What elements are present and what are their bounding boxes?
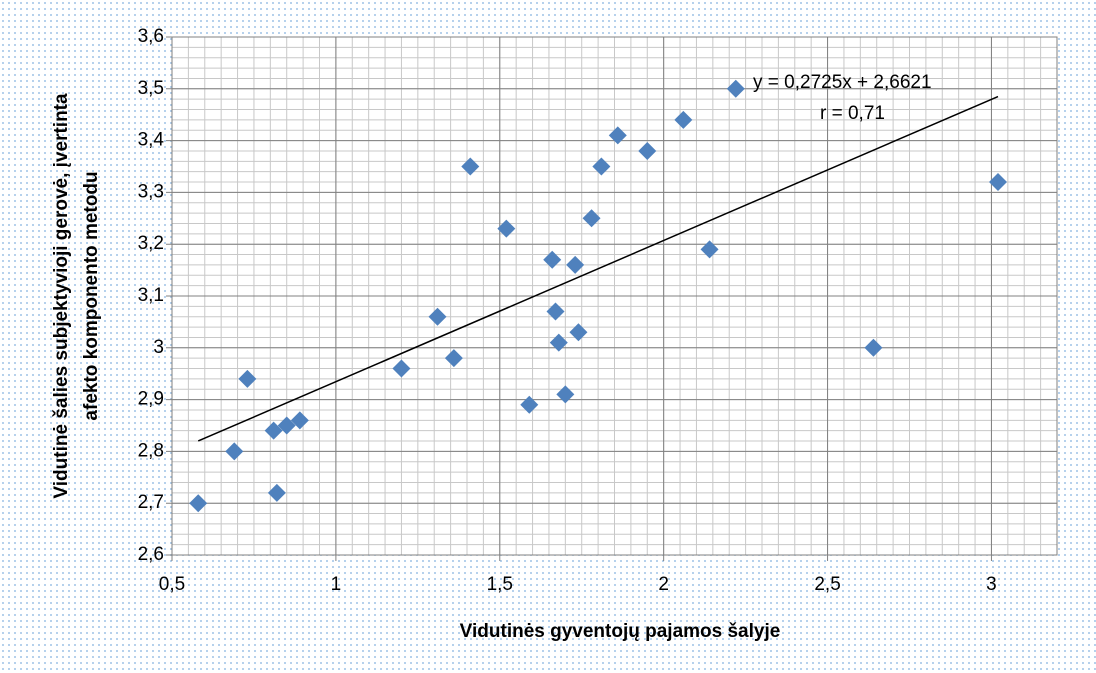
point	[461, 157, 480, 176]
point	[392, 359, 411, 378]
point	[569, 323, 588, 342]
point	[497, 219, 516, 238]
point	[549, 333, 568, 352]
plot-border	[171, 36, 1058, 556]
point	[267, 483, 286, 502]
r-value: r = 0,71	[820, 103, 885, 124]
point	[864, 338, 883, 357]
x-tick-label: 2,5	[814, 574, 840, 595]
y-axis-title: afekto komponento metodu	[81, 171, 102, 420]
point	[556, 385, 575, 404]
x-tick-label: 3	[986, 574, 997, 595]
point	[290, 411, 309, 430]
trendline	[197, 95, 999, 442]
equation: y = 0,2725x + 2,6621	[753, 72, 932, 93]
y-tick-label: 3,3	[138, 181, 164, 202]
point	[428, 307, 447, 326]
point	[582, 209, 601, 228]
point	[546, 302, 565, 321]
y-tick-label: 2,7	[138, 492, 164, 513]
y-tick-label: 3,5	[138, 78, 164, 99]
x-tick-label: 1,5	[487, 574, 513, 595]
point	[264, 421, 283, 440]
x-tick-label: 2	[658, 574, 669, 595]
point	[444, 349, 463, 368]
point	[566, 255, 585, 274]
x-tick-label: 1	[331, 574, 342, 595]
point	[608, 126, 627, 145]
x-tick-label: 0,5	[159, 574, 185, 595]
y-tick-label: 3	[153, 337, 164, 358]
point	[726, 79, 745, 98]
point	[238, 369, 257, 388]
y-axis-title: Vidutinė šalies subjektyvioji gerovė, įv…	[51, 93, 72, 499]
y-tick-label: 2,9	[138, 389, 164, 410]
point	[277, 416, 296, 435]
point	[674, 110, 693, 129]
point	[638, 141, 657, 160]
y-tick-label: 2,6	[138, 544, 164, 565]
point	[543, 250, 562, 269]
point	[592, 157, 611, 176]
y-tick-label: 2,8	[138, 440, 164, 461]
y-tick-label: 3,6	[138, 26, 164, 47]
point	[520, 395, 539, 414]
point	[989, 173, 1007, 192]
point	[700, 240, 719, 259]
point	[225, 442, 244, 461]
y-tick-label: 3,2	[138, 233, 164, 254]
x-axis-title: Vidutinės gyventojų pajamos šalyje	[460, 621, 781, 642]
y-tick-label: 3,4	[138, 130, 165, 151]
point	[189, 494, 208, 513]
y-tick-label: 3,1	[138, 285, 164, 306]
